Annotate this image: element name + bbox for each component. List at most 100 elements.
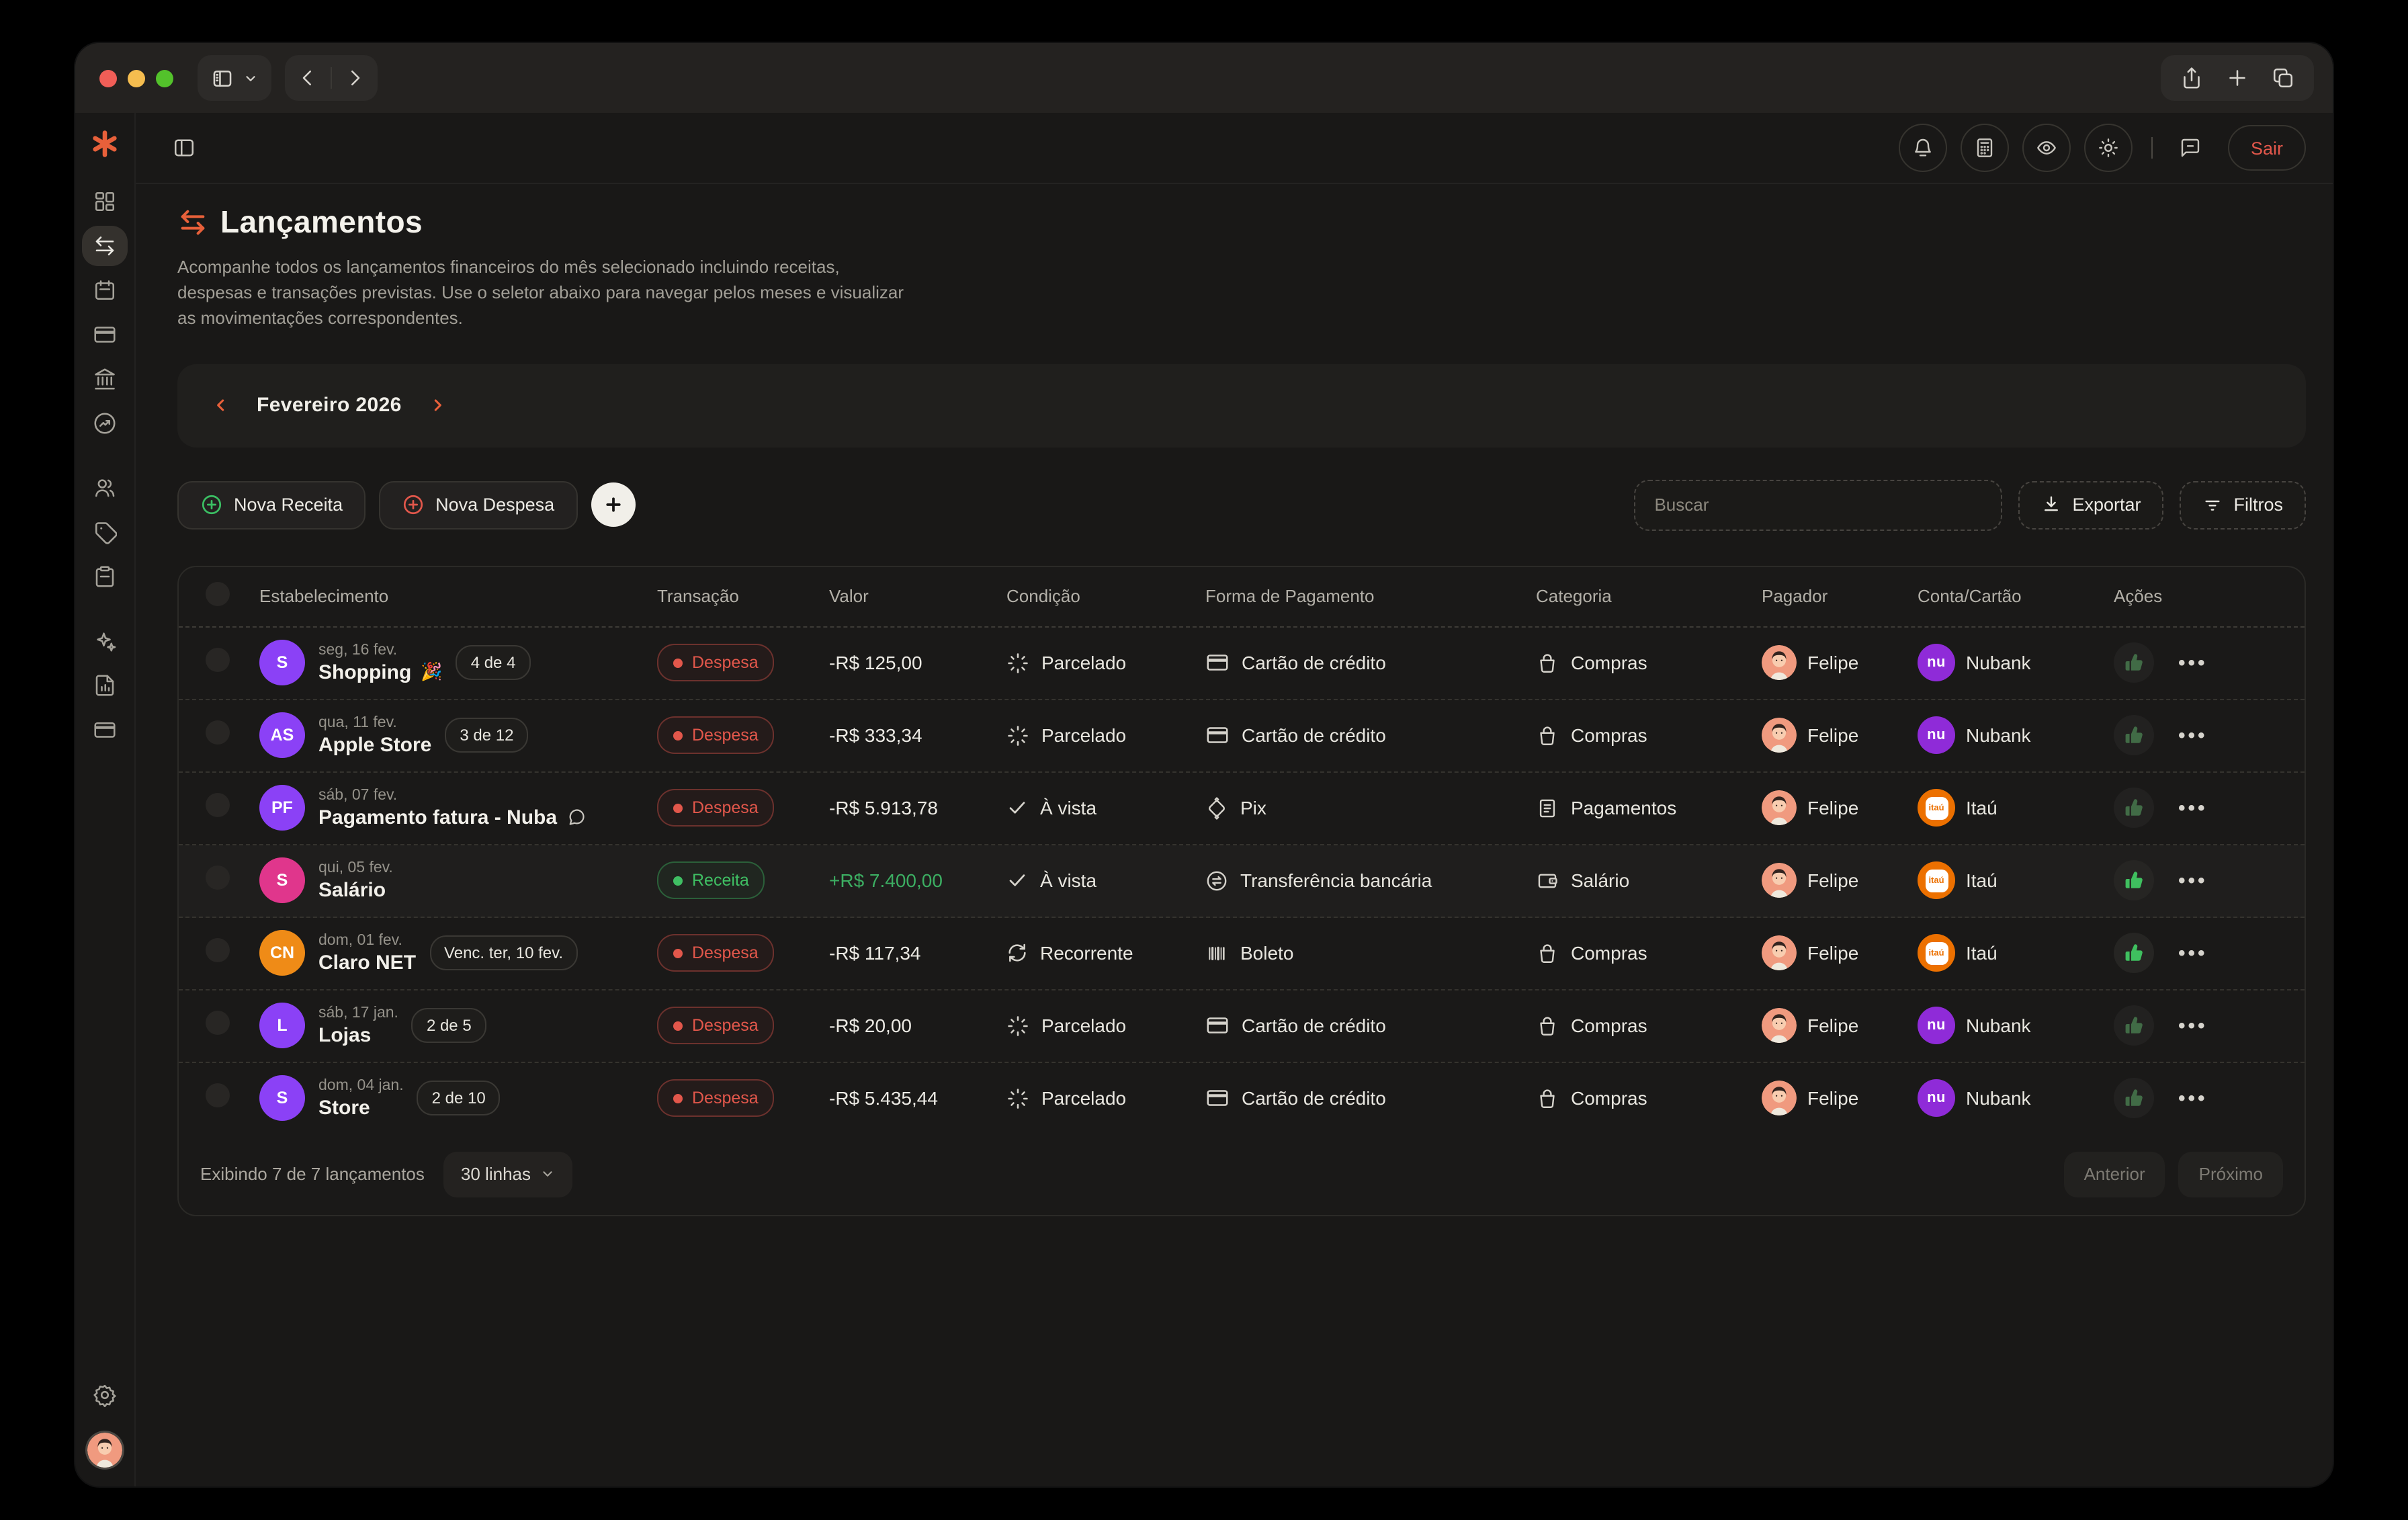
browser-sidebar-toggle[interactable] — [198, 55, 271, 101]
sidebar-item-dashboard[interactable] — [82, 181, 128, 222]
installment-badge: 3 de 12 — [445, 718, 529, 753]
establishment-name: Lojas — [318, 1023, 372, 1047]
row-menu-button[interactable]: ••• — [2178, 1087, 2208, 1110]
row-checkbox[interactable] — [206, 647, 230, 672]
payer-avatar — [1762, 790, 1797, 826]
category-cell-label: Compras — [1571, 1087, 1647, 1109]
sidebar-item-credit-card[interactable] — [82, 314, 128, 355]
column-pagador: Pagador — [1762, 586, 1828, 607]
sidebar-item-tag[interactable] — [82, 512, 128, 552]
row-checkbox[interactable] — [206, 865, 230, 890]
column-acoes: Ações — [2114, 586, 2163, 607]
sidebar-item-wallet-card[interactable] — [82, 710, 128, 750]
table-header: Estabelecimento Transação Valor Condição… — [179, 566, 2305, 628]
calculator-button[interactable] — [1960, 124, 2009, 172]
shopping-bag-icon — [1536, 724, 1559, 747]
privacy-toggle-button[interactable] — [2022, 124, 2071, 172]
row-menu-button[interactable]: ••• — [2178, 1014, 2208, 1038]
minimize-window-button[interactable] — [128, 69, 145, 87]
share-button[interactable] — [2169, 55, 2214, 101]
profile-avatar[interactable] — [87, 1433, 122, 1468]
loader-icon — [1006, 1087, 1029, 1109]
notifications-button[interactable] — [1898, 124, 1947, 172]
new-tab-button[interactable] — [2214, 55, 2260, 101]
row-menu-button[interactable]: ••• — [2178, 941, 2208, 965]
sidebar-rail — [75, 113, 136, 1486]
back-button[interactable] — [285, 55, 331, 101]
feedback-button[interactable] — [2166, 124, 2214, 172]
close-window-button[interactable] — [99, 69, 117, 87]
column-estabelecimento: Estabelecimento — [259, 586, 389, 607]
installment-badge: 2 de 5 — [411, 1008, 486, 1044]
row-menu-button[interactable]: ••• — [2178, 796, 2208, 820]
sidebar-item-settings[interactable] — [82, 1375, 128, 1415]
sidebar-item-clipboard[interactable] — [82, 556, 128, 597]
new-income-button[interactable]: Nova Receita — [177, 480, 366, 530]
payment-method-cell-label: Cartão de crédito — [1242, 1087, 1386, 1109]
column-forma-pagamento: Forma de Pagamento — [1205, 586, 1375, 607]
pix-icon — [1205, 796, 1228, 819]
rows-per-page-select[interactable]: 30 linhas — [443, 1151, 572, 1197]
nubank-logo: nu — [1918, 1007, 1955, 1045]
tabs-overview-button[interactable] — [2260, 55, 2306, 101]
column-valor: Valor — [829, 586, 869, 607]
column-condicao: Condição — [1006, 586, 1080, 607]
logout-button[interactable]: Sair — [2227, 125, 2306, 171]
sidebar-item-calendar[interactable] — [82, 270, 128, 310]
filters-button[interactable]: Filtros — [2180, 480, 2306, 530]
confirm-thumbs-up-button[interactable] — [2114, 642, 2154, 683]
previous-month-button[interactable] — [212, 396, 230, 414]
installment-badge: 2 de 10 — [417, 1081, 501, 1116]
receipt-icon — [1536, 796, 1559, 819]
confirm-thumbs-up-button[interactable] — [2114, 788, 2154, 829]
credit-card-icon — [1205, 1013, 1230, 1038]
confirm-thumbs-up-button[interactable] — [2114, 1078, 2154, 1119]
sidebar-item-report[interactable] — [82, 665, 128, 706]
chevron-down-icon — [243, 71, 258, 85]
row-checkbox[interactable] — [206, 720, 230, 745]
confirm-thumbs-up-button[interactable] — [2114, 860, 2154, 901]
category-cell: Compras — [1536, 941, 1762, 964]
row-menu-button[interactable]: ••• — [2178, 869, 2208, 892]
select-all-checkbox[interactable] — [206, 582, 230, 607]
type-dot — [673, 730, 683, 741]
row-menu-button[interactable]: ••• — [2178, 724, 2208, 747]
row-menu-button[interactable]: ••• — [2178, 651, 2208, 675]
payment-method-cell-label: Transferência bancária — [1240, 870, 1432, 892]
sidebar-item-bank[interactable] — [82, 359, 128, 399]
category-cell: Compras — [1536, 651, 1762, 674]
comment-icon[interactable] — [566, 808, 585, 827]
previous-page-button[interactable]: Anterior — [2063, 1151, 2165, 1197]
row-checkbox[interactable] — [206, 1010, 230, 1035]
theme-toggle-button[interactable] — [2083, 124, 2133, 172]
next-month-button[interactable] — [429, 396, 446, 414]
confirm-thumbs-up-button[interactable] — [2114, 1005, 2154, 1046]
confirm-thumbs-up-button[interactable] — [2114, 715, 2154, 756]
itau-logo: itaú — [1918, 934, 1955, 972]
row-checkbox[interactable] — [206, 1083, 230, 1107]
collapse-sidebar-button[interactable] — [160, 124, 208, 172]
condition-cell-label: À vista — [1040, 797, 1097, 819]
zoom-window-button[interactable] — [156, 69, 173, 87]
next-page-button[interactable]: Próximo — [2178, 1151, 2283, 1197]
row-actions: ••• — [2114, 1078, 2278, 1119]
transaction-date: qua, 11 fev. — [318, 714, 397, 731]
quick-add-button[interactable] — [591, 482, 636, 527]
export-button[interactable]: Exportar — [2018, 480, 2164, 530]
sidebar-item-sparkles[interactable] — [82, 621, 128, 661]
sidebar-item-transactions[interactable] — [82, 226, 128, 266]
confirm-thumbs-up-button[interactable] — [2114, 933, 2154, 974]
sidebar-item-investments[interactable] — [82, 403, 128, 444]
app-window: Sair Lançamentos Acompanhe todos os lanç… — [75, 43, 2333, 1486]
new-expense-button[interactable]: Nova Despesa — [379, 480, 578, 530]
row-checkbox[interactable] — [206, 937, 230, 962]
forward-button[interactable] — [332, 55, 378, 101]
sidebar-item-users[interactable] — [82, 468, 128, 508]
condition-cell: Recorrente — [1006, 942, 1205, 964]
row-checkbox[interactable] — [206, 792, 230, 817]
search-input[interactable] — [1634, 479, 2003, 531]
